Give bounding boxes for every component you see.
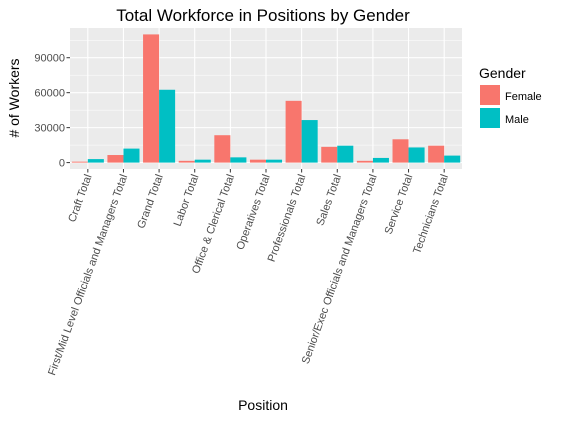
bar-male-4: Office & Clerical Total — Male: 4500 — [230, 157, 247, 163]
bar-male-1: First/Mid Level Officials and Managers T… — [123, 148, 140, 163]
bar-female-1: First/Mid Level Officials and Managers T… — [107, 155, 124, 163]
bar-female-10: Technicians Total — Female: 14500 — [428, 145, 445, 163]
legend-title: Gender — [479, 65, 526, 81]
bar-female-9: Service Total — Female: 20000 — [392, 139, 409, 163]
bar-male-8: Senior/Exec Officials and Managers Total… — [372, 157, 389, 163]
bar-female-0: Craft Total — Female: 800 — [71, 161, 88, 163]
x-tick-label: Grand Total — [135, 173, 166, 230]
y-tick-label: 90000 — [34, 53, 65, 65]
bar-male-5: Operatives Total — Male: 2500 — [266, 159, 283, 163]
x-tick-label: Craft Total — [66, 173, 94, 224]
chart-title: Total Workforce in Positions by Gender — [116, 6, 410, 25]
x-tick-label: Service Total — [383, 173, 416, 236]
bar-female-2: Grand Total — Female: 110000 — [143, 34, 160, 163]
x-axis-title: Position — [238, 397, 288, 413]
y-axis-title: # of Workers — [6, 58, 22, 137]
legend-label-female: Female — [505, 91, 542, 103]
bar-male-0: Craft Total — Male: 3000 — [87, 159, 104, 163]
bar-male-2: Grand Total — Male: 62500 — [159, 89, 176, 163]
x-tick-label: Sales Total — [314, 173, 344, 227]
y-tick-label: 0 — [59, 158, 65, 170]
x-tick-label: Senior/Exec Officials and Managers Total — [300, 173, 380, 366]
x-tick-label: Professionals Total — [266, 173, 309, 264]
x-tick-label: Labor Total — [172, 173, 202, 228]
bar-female-3: Labor Total — Female: 1500 — [178, 160, 195, 163]
bar-male-7: Sales Total — Male: 14500 — [337, 145, 354, 163]
x-tick-label: Operatives Total — [234, 173, 272, 252]
legend: Gender Female Male — [479, 65, 542, 128]
legend-key-female — [480, 85, 500, 105]
bar-male-6: Professionals Total — Male: 36500 — [301, 120, 318, 163]
bar-female-8: Senior/Exec Officials and Managers Total… — [356, 160, 373, 163]
y-tick-label: 60000 — [34, 88, 65, 100]
bar-male-9: Service Total — Male: 13000 — [408, 147, 425, 163]
bar-male-3: Labor Total — Male: 2500 — [194, 159, 211, 163]
bar-male-10: Technicians Total — Male: 6000 — [444, 155, 461, 163]
bar-female-4: Office & Clerical Total — Female: 23500 — [214, 135, 231, 163]
legend-key-male — [480, 108, 500, 128]
bar-female-7: Sales Total — Female: 13500 — [321, 146, 338, 163]
legend-label-male: Male — [505, 114, 529, 126]
x-tick-label: First/Mid Level Officials and Managers T… — [46, 173, 130, 377]
x-tick-label: Technicians Total — [411, 173, 451, 256]
bar-female-5: Operatives Total — Female: 2500 — [249, 159, 266, 163]
bar-female-6: Professionals Total — Female: 53000 — [285, 100, 302, 163]
y-tick-label: 30000 — [34, 123, 65, 135]
